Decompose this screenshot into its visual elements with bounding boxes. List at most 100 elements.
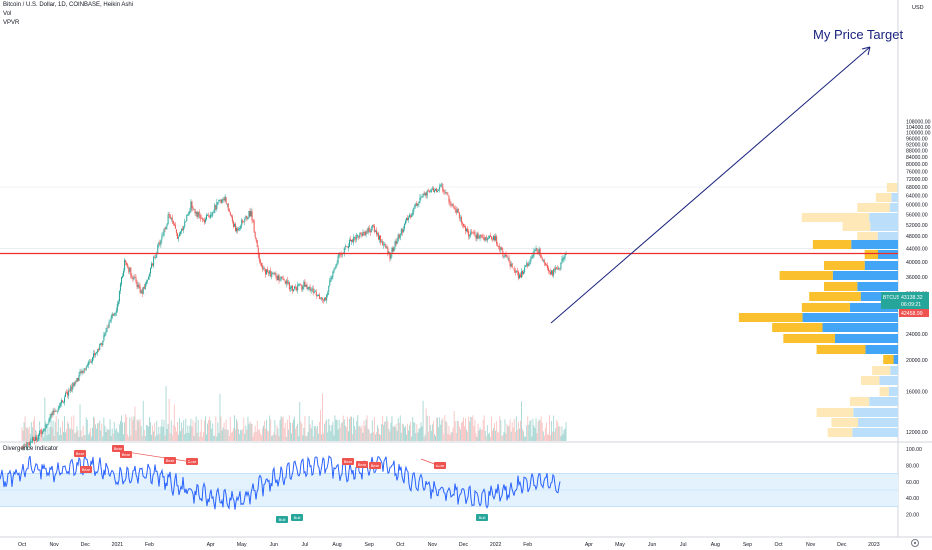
volume-bar (268, 431, 270, 441)
volume-bar (270, 419, 272, 441)
volume-bar (103, 417, 105, 441)
oscillator-title[interactable]: Divergence Indicator (3, 446, 59, 452)
price-target-annotation[interactable]: My Price Target (813, 27, 903, 42)
candle-body (464, 226, 466, 228)
volume-bar (185, 418, 187, 441)
vp-bar-up (860, 292, 898, 301)
candle-body (459, 217, 461, 219)
price-tick-label: 12000.00 (906, 430, 928, 436)
volume-bar (207, 423, 208, 441)
volume-bar (334, 415, 336, 441)
candle-body (383, 244, 385, 246)
oscillator-line[interactable] (0, 453, 561, 510)
candle-body (380, 235, 382, 243)
candle-body (369, 230, 371, 233)
symbol-title[interactable]: Bitcoin / U.S. Dollar, 1D, COINBASE, Hei… (3, 2, 134, 8)
candle-body (63, 397, 65, 403)
candle-body (513, 268, 515, 271)
candle-body (347, 246, 349, 249)
candle-body (249, 210, 251, 217)
candle-body (526, 263, 528, 266)
price-target-arrow[interactable] (550, 46, 871, 324)
vp-bar-up (864, 261, 898, 270)
candle-body (458, 212, 460, 218)
volume-bar (132, 420, 134, 441)
candle-body (119, 283, 121, 291)
volume-bar (94, 417, 95, 441)
candle-body (403, 223, 405, 229)
vp-bar-down (879, 387, 889, 396)
volume-bar (487, 433, 489, 441)
candle-body (426, 190, 428, 196)
volume-bar (235, 429, 236, 441)
candle-body (268, 272, 270, 274)
candle-body (491, 238, 493, 240)
candle-body (351, 239, 353, 242)
volume-bar (93, 416, 94, 441)
settings-gear-icon[interactable] (911, 539, 919, 547)
volume-bar (114, 429, 116, 441)
volume-bar (400, 432, 402, 441)
candle-body (233, 223, 235, 227)
bear-divergence-badge (356, 461, 368, 468)
volume-bar (396, 430, 398, 441)
candle-body (308, 286, 310, 289)
candle-body (269, 271, 271, 274)
volume-bar (221, 430, 223, 441)
volume-bar (216, 436, 218, 441)
candle-body (525, 265, 527, 268)
candle-body (359, 233, 361, 238)
candle-body (159, 242, 161, 245)
candle-body (276, 275, 278, 281)
currency-label: USD (912, 5, 924, 11)
volume-bar (357, 415, 359, 441)
candle-body (30, 441, 32, 443)
candle-body (162, 234, 164, 236)
candle-body (343, 247, 345, 254)
volume-bar (497, 431, 499, 441)
candle-body (428, 191, 430, 193)
volume-bar (346, 416, 348, 441)
time-tick-label: Nov (806, 542, 816, 548)
candle-body (77, 377, 79, 382)
volume-bar (392, 426, 394, 441)
vp-bar-up (870, 222, 898, 231)
candle-body (141, 290, 143, 294)
candle-body (285, 280, 287, 285)
candle-body (102, 340, 104, 346)
candle-body (381, 241, 383, 242)
volume-bar (518, 428, 520, 441)
candle-body (174, 224, 176, 229)
volume-bar (223, 422, 225, 441)
volume-bar (458, 426, 460, 441)
candle-body (353, 237, 355, 243)
price-pane[interactable] (0, 0, 898, 441)
volume-bar (184, 434, 186, 441)
volume-bar (92, 427, 93, 441)
vp-bar-down (864, 250, 879, 259)
candle-body (437, 191, 439, 192)
candle-body (267, 269, 269, 273)
volume-bar (461, 421, 463, 441)
vp-bar-down (857, 203, 890, 212)
volume-bar (557, 421, 559, 441)
candle-body (272, 273, 274, 274)
candle-body (181, 229, 183, 232)
volume-bar (65, 432, 66, 441)
candle-body (28, 442, 30, 446)
volume-indicator-label[interactable]: Vol (3, 11, 12, 17)
volume-bar (241, 430, 243, 441)
candle-body (67, 392, 69, 396)
candle-body (542, 260, 544, 261)
volume-bar (133, 416, 135, 441)
volume-bar (285, 436, 287, 441)
volume-bar (404, 426, 406, 441)
vpvr-indicator-label[interactable]: VPVR (3, 20, 20, 26)
volume-bar (195, 416, 197, 441)
volume-bar (398, 422, 400, 441)
candle-body (223, 198, 225, 201)
candle-body (362, 231, 364, 236)
bear-divergence-badge (434, 462, 446, 469)
